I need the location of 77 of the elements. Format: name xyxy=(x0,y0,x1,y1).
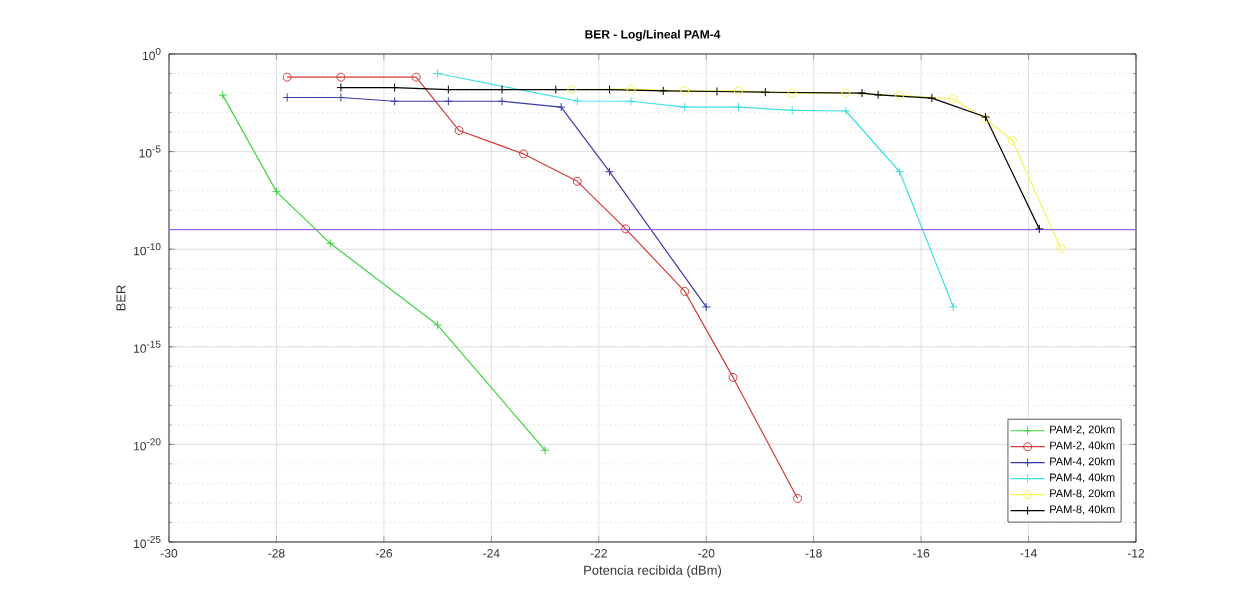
point xyxy=(443,85,453,95)
point xyxy=(411,72,421,82)
point xyxy=(895,167,905,177)
point xyxy=(218,90,228,100)
point xyxy=(927,93,937,103)
point xyxy=(271,187,281,197)
point xyxy=(680,102,690,112)
point xyxy=(497,85,507,95)
point xyxy=(572,176,582,186)
point xyxy=(793,493,803,503)
y-tick-label: 10$^{-15}$ xyxy=(134,340,161,353)
x-tick-label: -16 xyxy=(912,549,930,558)
point xyxy=(948,302,958,312)
legend-label: PAM-2, 20km xyxy=(1050,425,1115,435)
point xyxy=(1056,243,1066,253)
x-tick-label: -24 xyxy=(483,549,500,558)
point xyxy=(658,86,668,96)
point xyxy=(787,105,797,115)
point xyxy=(787,88,797,98)
point xyxy=(626,96,636,106)
y-tick-label: 10$^{-20}$ xyxy=(134,438,161,451)
point xyxy=(760,87,770,97)
point xyxy=(572,96,582,106)
point xyxy=(621,224,631,234)
point xyxy=(841,88,851,98)
point xyxy=(1034,224,1044,234)
legend-label: PAM-4, 20km xyxy=(1050,457,1115,467)
point xyxy=(895,90,905,100)
x-axis-title: Potencia recibida (dBm) xyxy=(584,565,722,578)
point xyxy=(443,96,453,106)
legend-label: PAM-2, 40km xyxy=(1050,441,1115,451)
point xyxy=(497,96,507,106)
y-tick-label: 10$^{-10}$ xyxy=(134,243,161,256)
point xyxy=(841,106,851,116)
point xyxy=(680,286,690,296)
point xyxy=(325,238,335,248)
legend-label: PAM-8, 20km xyxy=(1050,489,1115,499)
x-tick-label: -18 xyxy=(805,549,822,558)
point xyxy=(556,102,566,112)
point xyxy=(282,72,292,82)
legend-label: PAM-4, 40km xyxy=(1050,473,1115,483)
y-tick-label: 10$^{-25}$ xyxy=(134,535,161,549)
point xyxy=(1007,136,1017,146)
point xyxy=(336,83,346,93)
legend-label: PAM-8, 40km xyxy=(1050,505,1115,515)
point xyxy=(390,83,400,93)
point xyxy=(390,96,400,106)
point xyxy=(433,69,443,79)
point xyxy=(540,445,550,455)
point xyxy=(567,85,577,95)
x-tick-label: -20 xyxy=(698,549,715,558)
point xyxy=(605,167,615,177)
chart-title: BER - Log/Lineal PAM-4 xyxy=(585,29,721,41)
y-axis-title: BER xyxy=(116,285,126,311)
y-tick-label: 10$^{-5}$ xyxy=(139,145,161,158)
point xyxy=(948,94,958,104)
point xyxy=(519,149,529,159)
point xyxy=(336,72,346,82)
x-tick-label: -30 xyxy=(160,549,178,558)
point xyxy=(551,85,561,95)
point xyxy=(605,85,615,95)
x-tick-label: -12 xyxy=(1127,549,1145,558)
y-tick-label: 10$^{0}$ xyxy=(142,47,161,61)
x-tick-label: -28 xyxy=(268,549,285,558)
point xyxy=(857,88,867,98)
point xyxy=(680,86,690,96)
x-tick-label: -22 xyxy=(590,549,607,558)
point xyxy=(433,320,443,330)
point xyxy=(701,302,711,312)
x-tick-label: -26 xyxy=(375,549,393,558)
point xyxy=(733,86,743,96)
x-tick-label: -14 xyxy=(1020,549,1037,558)
point xyxy=(733,102,743,112)
point xyxy=(728,372,738,382)
point xyxy=(454,126,464,136)
point xyxy=(626,84,636,94)
point xyxy=(873,90,883,100)
